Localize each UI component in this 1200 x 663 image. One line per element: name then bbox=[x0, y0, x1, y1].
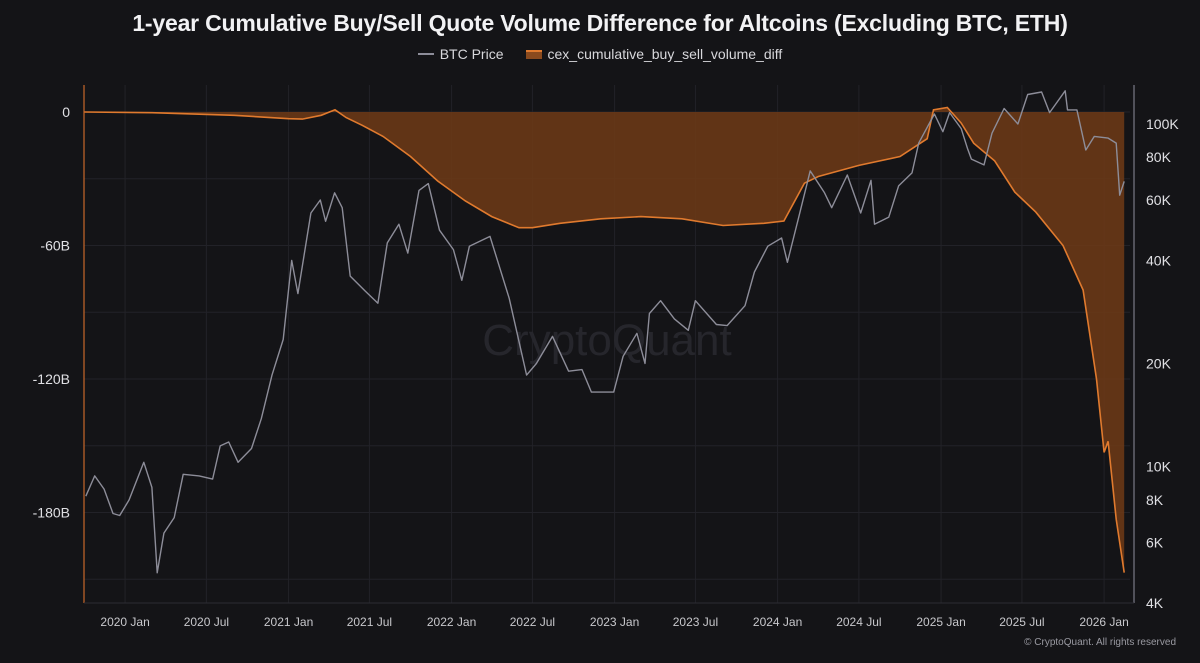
copyright-text: © CryptoQuant. All rights reserved bbox=[1024, 637, 1176, 648]
x-tick-label: 2023 Jan bbox=[590, 615, 639, 629]
x-tick-label: 2025 Jul bbox=[999, 615, 1044, 629]
right-tick-label: 8K bbox=[1146, 492, 1164, 508]
watermark: CryptoQuant bbox=[482, 316, 731, 365]
x-tick-label: 2021 Jan bbox=[264, 615, 313, 629]
left-tick-label: 0 bbox=[62, 104, 70, 120]
x-tick-label: 2024 Jul bbox=[836, 615, 881, 629]
legend-item-volume-diff[interactable]: cex_cumulative_buy_sell_volume_diff bbox=[525, 46, 783, 62]
x-tick-label: 2024 Jan bbox=[753, 615, 802, 629]
right-tick-label: 60K bbox=[1146, 192, 1172, 208]
x-tick-label: 2020 Jan bbox=[100, 615, 149, 629]
chart-title: 1-year Cumulative Buy/Sell Quote Volume … bbox=[132, 10, 1068, 36]
x-tick-label: 2023 Jul bbox=[673, 615, 718, 629]
series-line-btc-price bbox=[85, 90, 1125, 574]
legend-swatch-btc-price bbox=[417, 53, 434, 55]
left-tick-label: -60B bbox=[40, 238, 70, 254]
x-tick-label: 2026 Jan bbox=[1079, 615, 1128, 629]
right-tick-label: 80K bbox=[1146, 149, 1172, 165]
left-tick-label: -120B bbox=[33, 371, 70, 387]
legend: BTC Price cex_cumulative_buy_sell_volume… bbox=[0, 46, 1200, 62]
legend-swatch-volume-diff bbox=[525, 49, 542, 59]
right-tick-label: 6K bbox=[1146, 535, 1164, 551]
right-tick-label: 100K bbox=[1146, 116, 1179, 132]
series-area-volume-diff bbox=[84, 107, 1125, 573]
right-tick-label: 4K bbox=[1146, 595, 1164, 611]
legend-label-volume-diff: cex_cumulative_buy_sell_volume_diff bbox=[547, 46, 783, 62]
legend-item-btc-price[interactable]: BTC Price bbox=[417, 46, 504, 62]
x-tick-label: 2020 Jul bbox=[184, 615, 229, 629]
series-line-volume-diff bbox=[83, 106, 1125, 573]
x-tick-label: 2022 Jan bbox=[427, 615, 476, 629]
x-tick-label: 2022 Jul bbox=[510, 615, 555, 629]
right-tick-label: 40K bbox=[1146, 252, 1172, 268]
right-tick-label: 10K bbox=[1146, 459, 1172, 475]
x-tick-label: 2021 Jul bbox=[347, 615, 392, 629]
left-tick-label: -180B bbox=[33, 505, 70, 521]
right-tick-label: 20K bbox=[1146, 356, 1172, 372]
x-tick-label: 2025 Jan bbox=[916, 615, 965, 629]
legend-label-btc-price: BTC Price bbox=[439, 46, 504, 62]
